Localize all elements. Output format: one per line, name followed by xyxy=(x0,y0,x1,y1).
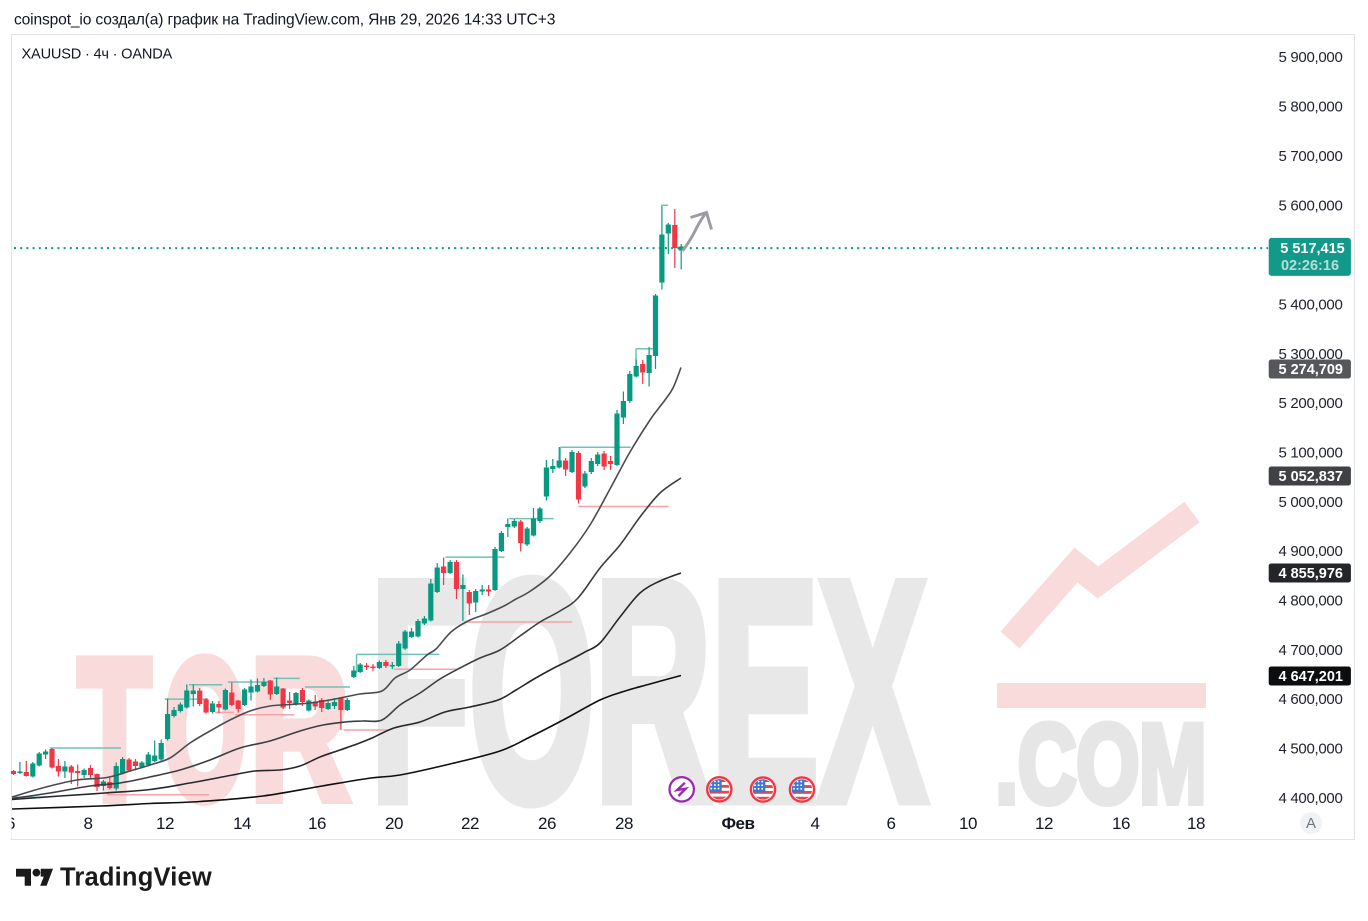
svg-text:5 274,709: 5 274,709 xyxy=(1278,362,1343,378)
svg-text:TradingView: TradingView xyxy=(60,864,212,892)
svg-text:5 000,000: 5 000,000 xyxy=(1278,494,1342,511)
svg-text:18: 18 xyxy=(1187,814,1205,833)
svg-text:26: 26 xyxy=(538,814,556,833)
svg-text:5 800,000: 5 800,000 xyxy=(1278,99,1342,116)
svg-text:5 052,837: 5 052,837 xyxy=(1278,469,1343,485)
svg-text:4 700,000: 4 700,000 xyxy=(1278,642,1342,659)
svg-text:5 100,000: 5 100,000 xyxy=(1278,445,1342,462)
svg-text:20: 20 xyxy=(385,814,403,833)
svg-text:4 600,000: 4 600,000 xyxy=(1278,691,1342,708)
svg-text:XAUUSD · 4ч · OANDA: XAUUSD · 4ч · OANDA xyxy=(22,47,173,63)
svg-text:5 400,000: 5 400,000 xyxy=(1278,297,1342,314)
svg-text:12: 12 xyxy=(156,814,174,833)
svg-text:O: O xyxy=(163,619,246,842)
svg-text:4 500,000: 4 500,000 xyxy=(1278,741,1342,758)
svg-text:Фев: Фев xyxy=(722,814,755,833)
svg-text:8: 8 xyxy=(84,814,93,833)
svg-text:A: A xyxy=(1306,815,1316,832)
svg-text:T: T xyxy=(78,619,151,842)
svg-text:5 200,000: 5 200,000 xyxy=(1278,395,1342,412)
svg-text:R: R xyxy=(250,619,349,842)
svg-text:22: 22 xyxy=(461,814,479,833)
svg-text:6: 6 xyxy=(887,814,896,833)
svg-text:.COM: .COM xyxy=(996,702,1207,827)
svg-text:FOREX: FOREX xyxy=(371,518,928,866)
svg-text:16: 16 xyxy=(308,814,326,833)
svg-text:5 300,000: 5 300,000 xyxy=(1278,346,1342,363)
svg-text:4 647,201: 4 647,201 xyxy=(1278,669,1343,685)
svg-text:5 700,000: 5 700,000 xyxy=(1278,148,1342,165)
svg-text:4 800,000: 4 800,000 xyxy=(1278,593,1342,610)
svg-text:5 517,415: 5 517,415 xyxy=(1280,241,1345,257)
svg-text:4 900,000: 4 900,000 xyxy=(1278,543,1342,560)
svg-text:14: 14 xyxy=(233,814,251,833)
svg-text:4 400,000: 4 400,000 xyxy=(1278,790,1342,807)
svg-text:4: 4 xyxy=(811,814,820,833)
svg-text:5 600,000: 5 600,000 xyxy=(1278,198,1342,215)
svg-text:4 855,976: 4 855,976 xyxy=(1278,566,1343,582)
svg-text:12: 12 xyxy=(1035,814,1053,833)
svg-text:16: 16 xyxy=(1112,814,1130,833)
svg-text:coinspot_io создал(а) график н: coinspot_io создал(а) график на TradingV… xyxy=(14,12,555,29)
svg-text:10: 10 xyxy=(959,814,977,833)
svg-text:02:26:16: 02:26:16 xyxy=(1281,258,1339,274)
svg-text:5 900,000: 5 900,000 xyxy=(1278,49,1342,66)
svg-text:28: 28 xyxy=(615,814,633,833)
